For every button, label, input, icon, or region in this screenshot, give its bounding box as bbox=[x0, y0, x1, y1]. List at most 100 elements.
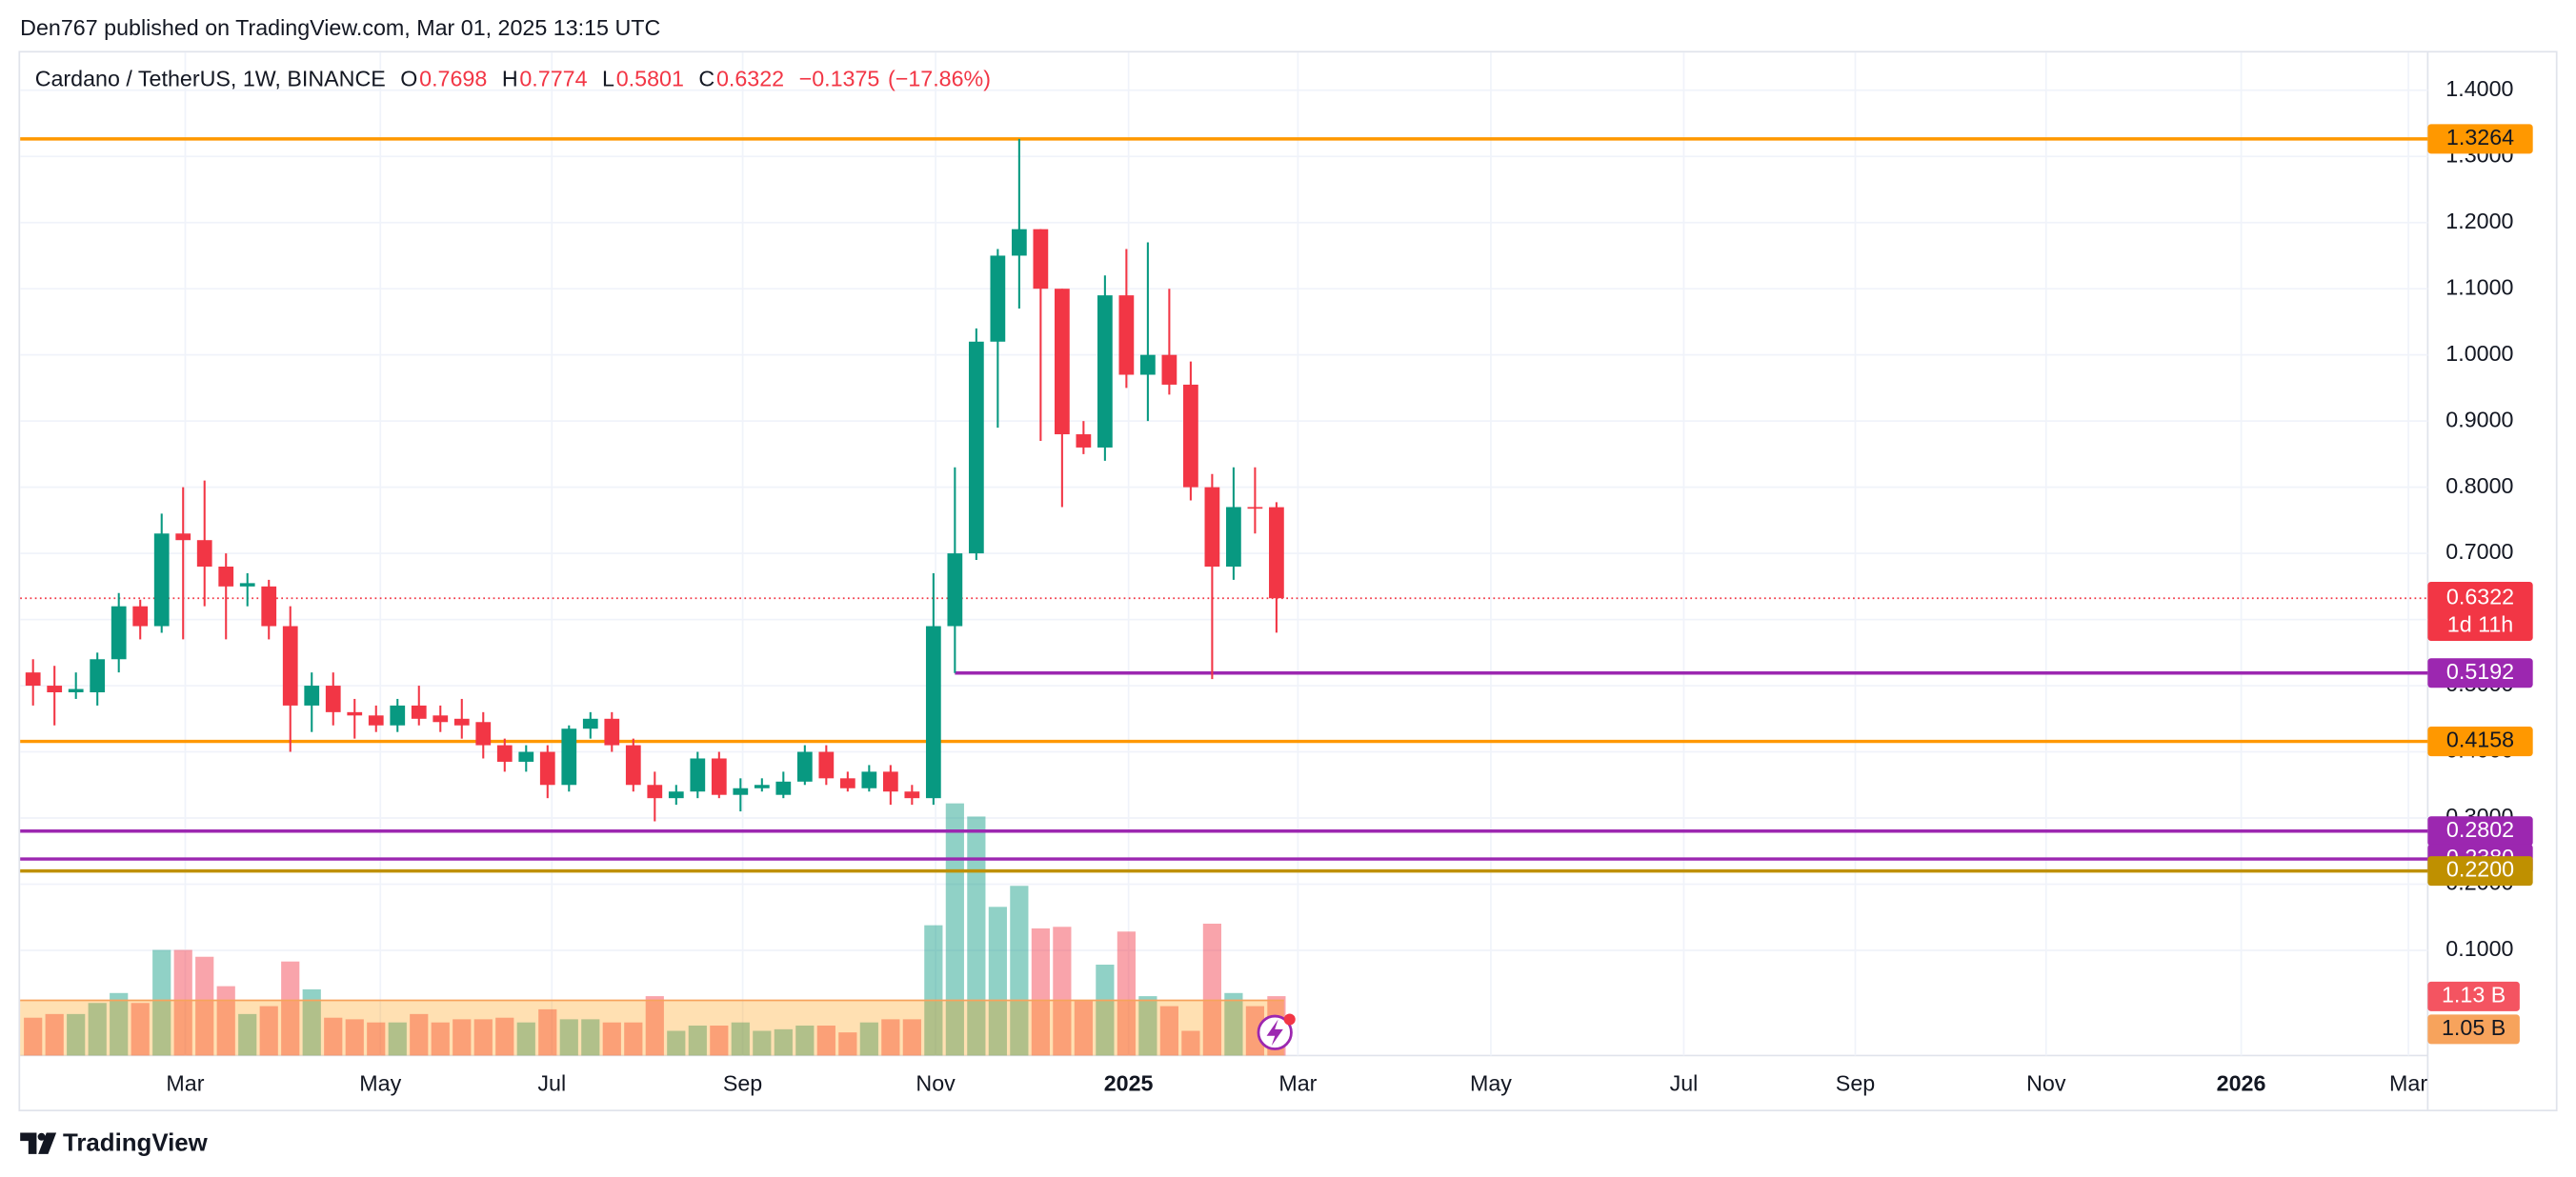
volume-bar bbox=[367, 1022, 386, 1056]
candle-body bbox=[68, 688, 84, 693]
candle-body bbox=[647, 785, 663, 799]
volume-bar bbox=[731, 1022, 750, 1056]
alert-icon bbox=[1257, 1013, 1296, 1050]
volume-bar bbox=[453, 1019, 472, 1056]
volume-ma-area bbox=[20, 1000, 1284, 1056]
volume-bar bbox=[859, 1022, 878, 1056]
volume-bar bbox=[881, 1019, 900, 1056]
candles bbox=[25, 138, 1284, 822]
axes: 0.10000.20000.30000.40000.50000.60000.70… bbox=[166, 76, 2533, 1096]
level-label-box bbox=[2427, 124, 2533, 154]
candle-body bbox=[1247, 507, 1263, 509]
candle-body bbox=[111, 606, 127, 660]
volume-bar bbox=[581, 1019, 600, 1056]
volume-bar bbox=[516, 1022, 535, 1056]
level-label: 1.3264 bbox=[2446, 125, 2514, 150]
candle-body bbox=[796, 751, 813, 782]
volume-last-label: 1.13 B bbox=[2442, 983, 2506, 1007]
volume-bar bbox=[816, 1025, 835, 1056]
candle-body bbox=[518, 751, 534, 762]
level-label: 0.4158 bbox=[2446, 728, 2514, 752]
volume-bar bbox=[1117, 931, 1136, 1056]
candle-body bbox=[261, 586, 277, 627]
grid bbox=[20, 52, 2428, 1056]
chart-frame bbox=[18, 50, 2558, 1112]
volume-bar bbox=[1074, 1001, 1093, 1056]
volume-pane bbox=[20, 803, 1286, 1056]
candle-body bbox=[153, 533, 170, 627]
candle-body bbox=[839, 778, 855, 788]
ohlc-value: 0.7698 bbox=[419, 67, 487, 91]
candle-body bbox=[433, 715, 449, 723]
candle-body bbox=[968, 341, 984, 554]
x-tick-label: Nov bbox=[916, 1071, 956, 1096]
candle-body bbox=[668, 791, 684, 799]
ohlc-letter: O bbox=[400, 67, 417, 91]
volume-bar bbox=[945, 803, 964, 1056]
candle-body bbox=[1204, 487, 1220, 567]
volume-bar bbox=[1202, 923, 1221, 1056]
candle-body bbox=[733, 788, 749, 795]
candle-body bbox=[411, 705, 427, 719]
volume-bar bbox=[902, 1019, 921, 1056]
y-tick-label: 0.8000 bbox=[2445, 473, 2513, 498]
volume-bar bbox=[410, 1013, 429, 1056]
volume-bar bbox=[281, 961, 300, 1056]
volume-bar bbox=[988, 907, 1007, 1056]
footer-brand: TradingView bbox=[63, 1129, 209, 1156]
x-tick-label: Mar bbox=[166, 1071, 204, 1096]
x-tick-label: Mar bbox=[1278, 1071, 1317, 1096]
volume-bar bbox=[88, 1003, 107, 1056]
candle-body bbox=[990, 255, 1006, 342]
last-price-label: 0.6322 bbox=[2446, 584, 2514, 608]
volume-ma-label: 1.05 B bbox=[2442, 1015, 2506, 1040]
ohlc-value: 0.7774 bbox=[519, 67, 587, 91]
level-label: 0.5192 bbox=[2446, 659, 2514, 684]
candle-body bbox=[239, 583, 255, 587]
volume-bar bbox=[710, 1025, 729, 1056]
volume-bar bbox=[495, 1017, 514, 1056]
candle-body bbox=[25, 672, 41, 687]
candle-body bbox=[690, 758, 706, 792]
volume-bar bbox=[473, 1019, 493, 1056]
level-label-box bbox=[2427, 658, 2533, 688]
volume-bar bbox=[345, 1019, 364, 1056]
volume-bar bbox=[195, 956, 214, 1056]
volume-bar bbox=[1159, 1006, 1178, 1056]
candle-body bbox=[1140, 354, 1156, 375]
volume-bar bbox=[1224, 992, 1243, 1056]
x-tick-label: May bbox=[359, 1071, 401, 1096]
change-percent: (−17.86%) bbox=[888, 67, 991, 91]
candle-body bbox=[325, 686, 341, 712]
last-price-box bbox=[2427, 581, 2533, 642]
volume-bar bbox=[388, 1022, 407, 1056]
candle-body bbox=[775, 781, 792, 795]
candle-body bbox=[475, 722, 492, 746]
candle-body bbox=[175, 533, 191, 541]
volume-bar bbox=[1031, 928, 1050, 1056]
volume-bar bbox=[216, 986, 235, 1056]
candle-body bbox=[196, 540, 212, 567]
volume-bar bbox=[110, 992, 129, 1056]
x-tick-label: Sep bbox=[723, 1071, 762, 1096]
candle-body bbox=[604, 718, 620, 746]
volume-bar bbox=[1138, 996, 1157, 1056]
change-value: −0.1375 bbox=[799, 67, 880, 91]
volume-bar bbox=[431, 1022, 450, 1056]
volume-ma-box bbox=[2427, 1014, 2520, 1045]
ohlc-value: 0.6322 bbox=[716, 67, 784, 91]
volume-bar bbox=[645, 996, 664, 1056]
candle-body bbox=[304, 686, 320, 706]
y-tick-label: 1.2000 bbox=[2445, 209, 2513, 233]
ohlc-letter: C bbox=[698, 67, 714, 91]
x-tick-label: Jul bbox=[1670, 1071, 1699, 1096]
candle-body bbox=[90, 659, 106, 693]
volume-bar bbox=[1053, 927, 1072, 1056]
volume-bar bbox=[1181, 1030, 1200, 1056]
candle-body bbox=[1097, 295, 1113, 448]
candle-body bbox=[882, 771, 898, 792]
x-tick-label: Mar bbox=[2389, 1071, 2427, 1096]
publish-note: Den767 published on TradingView.com, Mar… bbox=[20, 15, 660, 40]
